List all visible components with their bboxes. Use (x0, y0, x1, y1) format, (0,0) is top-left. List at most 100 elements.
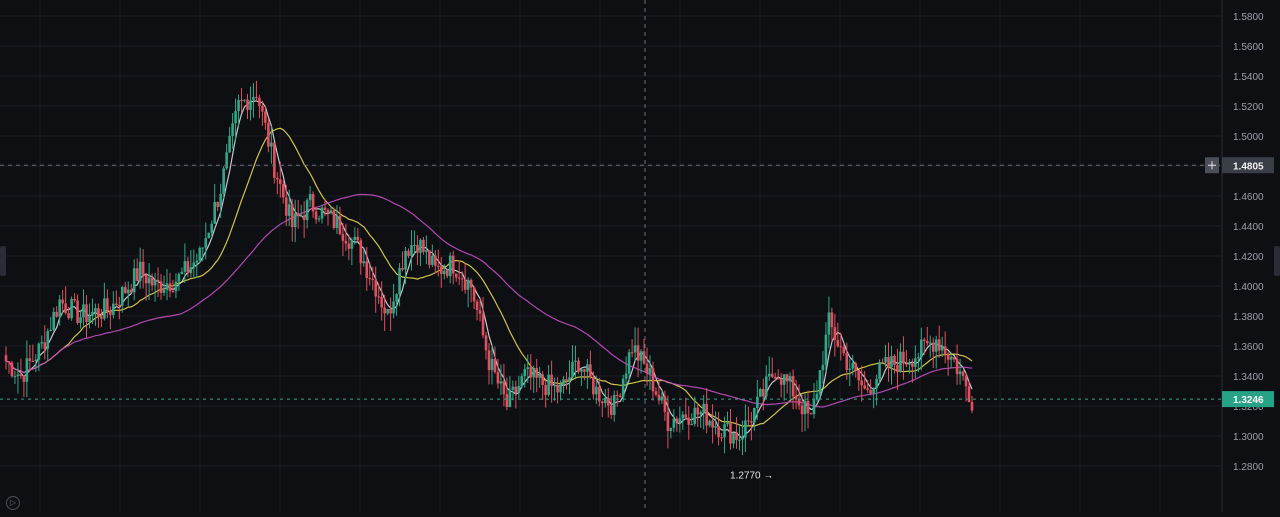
candle-body (88, 315, 91, 322)
candle-body (231, 123, 234, 137)
candle-body (25, 358, 29, 382)
candle-body (374, 280, 378, 297)
candle-body (869, 390, 872, 394)
candle-body (276, 177, 279, 180)
candle-body (135, 268, 139, 282)
candle-body (270, 142, 273, 147)
candle-body (672, 418, 676, 428)
candle-body (729, 422, 732, 444)
candle-body (341, 233, 345, 241)
moving-averages (5, 100, 973, 440)
candle-body (815, 393, 819, 400)
y-tick-label: 1.5000 (1233, 132, 1264, 143)
crosshair-price-label: 1.4805 (1233, 161, 1264, 172)
play-icon[interactable]: ▷ (6, 496, 20, 510)
candle-body (171, 291, 175, 293)
candle-body (4, 355, 8, 362)
candle-body (773, 376, 777, 379)
candle-body (827, 312, 831, 335)
candle-body (150, 277, 154, 286)
candle-body (219, 194, 222, 207)
candle-body (690, 424, 694, 426)
candle-body (362, 261, 366, 264)
candle-body (848, 368, 852, 371)
candle-body (302, 215, 306, 220)
candle-body (917, 357, 920, 359)
candle-body (287, 204, 291, 216)
current-price-label: 1.3246 (1233, 395, 1264, 406)
candle-body (490, 358, 494, 371)
candle-body (583, 369, 586, 372)
candle-body (818, 370, 822, 394)
candle-body (460, 278, 464, 280)
candle-body (857, 370, 861, 381)
candle-body (267, 122, 270, 147)
candle-body (10, 362, 14, 377)
candle-body (278, 179, 282, 184)
candle-body (49, 329, 53, 332)
candle-body (475, 301, 479, 311)
candle-body (338, 215, 342, 234)
candle-body (97, 308, 100, 317)
candle-body (213, 201, 217, 224)
candle-body (529, 367, 533, 378)
candle-body (419, 239, 422, 253)
candle-body (225, 152, 228, 169)
candle-body (58, 299, 61, 317)
candle-body (577, 360, 580, 372)
candle-body (246, 99, 249, 110)
candle-body (922, 339, 926, 341)
candle-body (255, 96, 258, 98)
candle-body (120, 286, 124, 306)
candle-body (481, 313, 485, 336)
right-panel-handle[interactable] (1274, 246, 1280, 276)
candle-body (305, 200, 309, 220)
candle-body (612, 394, 616, 415)
candle-body (952, 356, 956, 360)
y-tick-label: 1.4000 (1233, 282, 1264, 293)
candle-body (129, 289, 133, 293)
candle-body (776, 378, 780, 380)
candle-body (580, 369, 583, 372)
candle-body (431, 255, 434, 265)
candle-body (308, 193, 312, 201)
candle-body (744, 420, 747, 438)
candle-body (726, 422, 729, 425)
candle-body (457, 277, 461, 279)
candle-body (117, 305, 121, 307)
candle-body (296, 213, 300, 217)
candle-body (103, 298, 106, 319)
candle-body (46, 331, 50, 349)
candle-body (428, 250, 431, 265)
left-panel-handle[interactable] (0, 246, 6, 276)
candle-body (860, 380, 863, 386)
candle-body (434, 255, 437, 266)
candle-body (615, 394, 619, 396)
candle-body (195, 260, 199, 263)
candle-body (839, 346, 843, 348)
candle-body (189, 267, 193, 274)
candlesticks (4, 80, 974, 456)
candle-body (377, 296, 380, 298)
candle-body (627, 352, 631, 374)
candle-body (940, 346, 944, 351)
candle-body (493, 358, 497, 373)
candle-body (64, 303, 67, 314)
candle-body (34, 359, 38, 361)
candle-body (138, 261, 142, 282)
y-tick-label: 1.5200 (1233, 102, 1264, 113)
candle-body (180, 271, 184, 275)
candle-body (79, 317, 82, 323)
candle-body (618, 395, 622, 398)
candle-body (454, 273, 458, 278)
candle-body (914, 358, 917, 367)
candle-body (383, 307, 386, 314)
candle-body (896, 364, 899, 373)
candle-body (544, 384, 547, 395)
candle-body (222, 168, 225, 195)
candle-body (425, 250, 428, 253)
candle-body (547, 374, 550, 395)
candle-body (350, 240, 354, 249)
